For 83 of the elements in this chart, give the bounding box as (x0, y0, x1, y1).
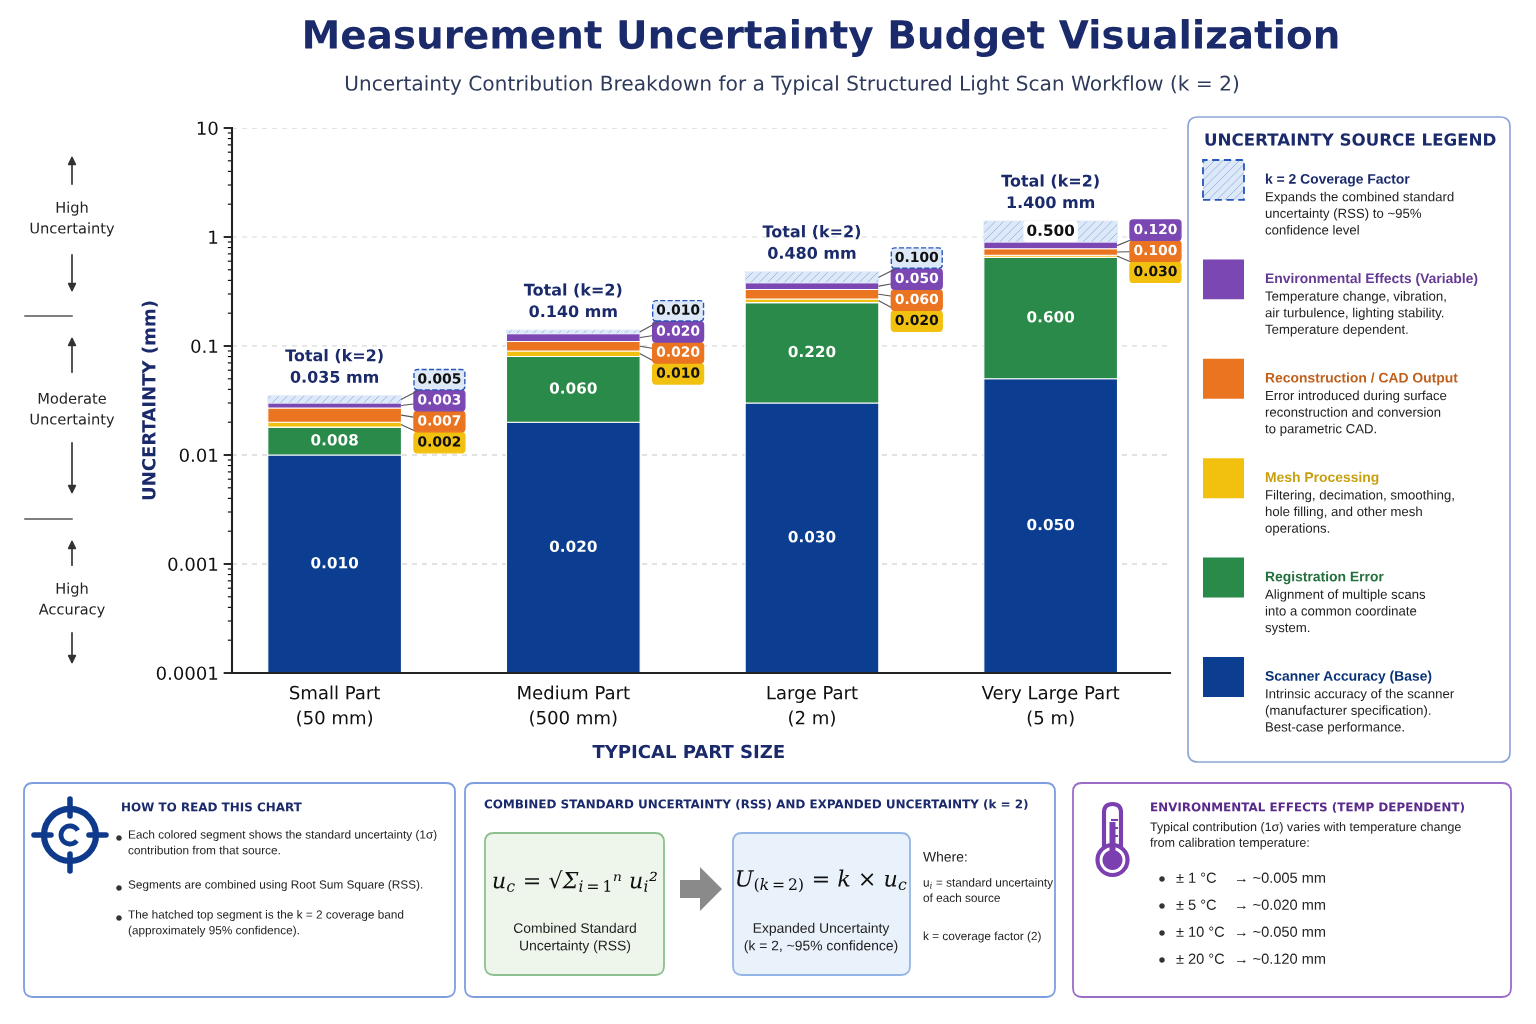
x-tick-label: Very Large Part (5 m) (981, 686, 1120, 727)
total-label: Total (k=2) 0.140 mm (523, 283, 622, 318)
y-tick-label: 10 (197, 121, 218, 136)
data-label: 0.600 (1027, 310, 1075, 323)
text: Alignment of multiple scans into a common coordinate system. (1265, 589, 1426, 635)
text: Expanded Uncertainty (k = 2, ~95% confidence) (744, 922, 898, 954)
total-label: Total (k=2) 0.035 mm (285, 348, 383, 383)
text: → ~0.120 mm (1236, 953, 1326, 964)
text: k = coverage factor (2) (923, 931, 1041, 943)
text: High Uncertainty (30, 201, 115, 237)
data-label: 0.020 (656, 325, 700, 336)
data-label: 0.220 (788, 345, 836, 358)
text: Temperature change, vibration, air turbulence, lighting stability. Temperature dependent. (1265, 291, 1446, 337)
data-label: 0.120 (1134, 223, 1177, 235)
legend-title: UNCERTAINTY SOURCE LEGEND (1205, 133, 1496, 146)
y-tick-label: 0.01 (179, 448, 218, 463)
text: ENVIRONMENTAL EFFECTS (TEMP DEPENDENT) (1151, 802, 1464, 813)
data-label: 0.060 (549, 382, 597, 394)
data-label: 0.010 (311, 556, 359, 569)
bar (744, 271, 880, 284)
chart-subtitle: Uncertainty Contribution Breakdown for a Typical Structured Light Scan Workflow (k = 2) (345, 75, 1239, 95)
text: Where: (923, 851, 967, 862)
text: → ~0.050 mm (1236, 926, 1326, 937)
text: k = 2 Coverage Factor (1265, 173, 1410, 187)
text: HOW TO READ THIS CHART (122, 802, 302, 812)
data-label: 0.020 (656, 346, 700, 357)
x-tick-label: Medium Part (500 mm) (518, 685, 630, 727)
data-label: 0.003 (418, 394, 461, 405)
data-label: 0.060 (895, 293, 939, 305)
text: Registration Error (1265, 571, 1384, 585)
total-label: Total (k=2) 1.400 mm (1001, 174, 1099, 209)
text: → ~0.005 mm (1236, 872, 1326, 883)
data-label: 0.030 (1134, 265, 1177, 277)
data-label: 0.007 (418, 415, 461, 426)
text: ± 1 °C (1176, 872, 1217, 883)
text: High Accuracy (38, 582, 105, 618)
text: Moderate Uncertainty (30, 392, 115, 428)
data-label: 0.005 (418, 373, 461, 384)
text: Filtering, decimation, smoothing, hole filling, and other mesh operations. (1265, 489, 1454, 536)
x-tick-label: Small Part (50 mm) (290, 685, 380, 727)
data-label: 0.030 (788, 530, 836, 543)
text: Error introduced during surface reconstruction and conversion to parametric CAD. (1265, 390, 1447, 436)
text: ± 10 °C (1176, 926, 1225, 937)
text: → ~0.020 mm (1236, 899, 1326, 910)
text: ± 20 °C (1176, 953, 1225, 964)
chart-title: Measurement Uncertainty Budget Visualization (305, 19, 1338, 57)
data-label: 0.002 (418, 436, 461, 447)
data-label: 0.100 (1134, 244, 1177, 256)
text: Mesh Processing (1265, 471, 1379, 485)
data-label: 0.050 (1027, 518, 1075, 531)
data-label: 0.500 (1027, 224, 1075, 236)
data-label: 0.020 (549, 540, 597, 553)
bar (506, 329, 641, 334)
text: Scanner Accuracy (Base) (1265, 670, 1432, 684)
text: u$_{c}$ = √Σ$_{i=1}$ⁿ u$_{i}$² (493, 870, 657, 892)
y-tick-label: 1 (209, 230, 218, 244)
text: Combined Standard Uncertainty (RSS) (513, 922, 636, 954)
total-label: Total (k=2) 0.480 mm (762, 225, 861, 259)
x-axis-title: TYPICAL PART SIZE (592, 744, 784, 759)
data-label: 0.100 (895, 251, 939, 263)
text: Expands the combined standard uncertainty (RSS) to ~95% confidence level (1265, 191, 1454, 235)
y-axis-title: UNCERTAINTY (mm) (141, 301, 158, 500)
data-label: 0.008 (311, 433, 358, 446)
text: COMBINED STANDARD UNCERTAINTY (RSS) AND EXPANDED UNCERTAINTY (k = 2) (484, 799, 1028, 810)
data-label: 0.020 (895, 314, 939, 326)
text: Segments are combined using Root Sum Square (RSS). (128, 880, 423, 891)
data-label: 0.010 (656, 304, 700, 315)
y-tick-label: 0.1 (191, 339, 218, 354)
text: Environmental Effects (Variable) (1265, 273, 1478, 286)
text: ± 5 °C (1176, 899, 1217, 910)
text: u$_{i}$ = standard uncertainty of each source (923, 878, 1054, 903)
text: The hatched top segment is the k = 2 coverage band (approximately 95% confidence). (128, 910, 404, 937)
y-tick-label: 0.0001 (156, 666, 218, 681)
data-label: 0.050 (895, 272, 939, 284)
text: Typical contribution (1σ) varies with temperature change from calibration temperature: (1150, 822, 1461, 850)
text: Reconstruction / CAD Output (1265, 372, 1458, 386)
data-label: 0.010 (656, 367, 700, 378)
text: U$_{(k=2)}$ = k × u$_{c}$ (737, 869, 907, 893)
bar (267, 395, 402, 404)
y-tick-label: 0.001 (168, 557, 218, 572)
text: Each colored segment shows the standard uncertainty (1σ) contribution from that source. (128, 830, 437, 855)
x-tick-label: Large Part (2 m) (767, 686, 858, 727)
text: Intrinsic accuracy of the scanner (manufacturer specification). Best-case performance. (1265, 688, 1454, 735)
